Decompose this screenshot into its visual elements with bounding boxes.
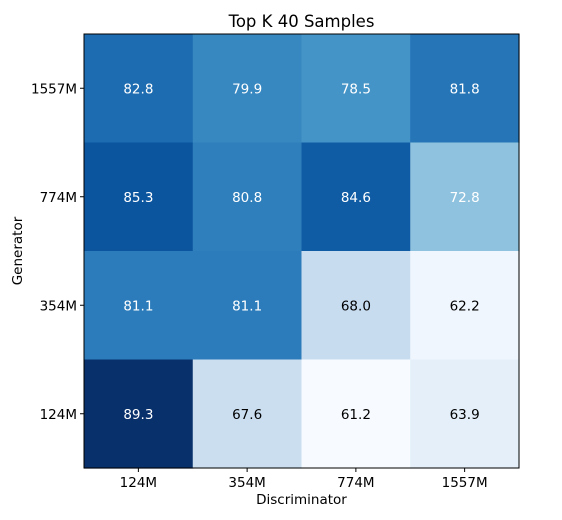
plot-frame (83, 33, 520, 469)
x-tick-label: 1557M (442, 475, 488, 491)
heatmap-cell (192, 359, 303, 469)
cell-value-label: 61.2 (341, 407, 371, 423)
heatmap-cell (84, 142, 194, 252)
x-tick-label: 354M (228, 475, 265, 491)
y-tick-label: 774M (40, 190, 77, 206)
heatmap-cell (410, 359, 520, 469)
heatmap-cell (192, 142, 303, 252)
cell-value-label: 89.3 (123, 407, 153, 423)
x-tick-label: 774M (337, 475, 374, 491)
chart-title: Top K 40 Samples (228, 12, 375, 31)
cell-value-label: 81.1 (123, 298, 153, 314)
heatmap-cell (301, 142, 411, 252)
cell-value-label: 81.8 (450, 81, 480, 97)
heatmap-cell (84, 359, 194, 469)
cell-value-labels: 82.8 79.9 78.5 81.8 85.3 80.8 84.6 72.8 81.1 81.1… (123, 81, 479, 423)
cell-value-label: 79.9 (232, 81, 262, 97)
heatmap-cell (84, 34, 194, 144)
cell-value-label: 67.6 (232, 407, 262, 423)
cell-value-label: 78.5 (341, 81, 371, 97)
cell-value-label: 63.9 (450, 407, 480, 423)
y-tick-label: 354M (40, 298, 77, 314)
heatmap-cell (410, 142, 520, 252)
heatmap-cell (192, 251, 303, 361)
heatmap-cells (84, 34, 520, 469)
y-axis-label: Generator (10, 216, 26, 285)
heatmap-cell (301, 359, 411, 469)
cell-value-label: 72.8 (450, 190, 480, 206)
heatmap-cell (410, 34, 520, 144)
cell-value-label: 81.1 (232, 298, 262, 314)
cell-value-label: 85.3 (123, 190, 153, 206)
heatmap-cell (84, 251, 194, 361)
heatmap-cell (301, 34, 411, 144)
heatmap-cell (410, 251, 520, 361)
x-axis-ticks: 124M 354M 774M 1557M (120, 468, 488, 491)
cell-value-label: 68.0 (341, 298, 371, 314)
cell-value-label: 80.8 (232, 190, 262, 206)
y-tick-label: 124M (40, 407, 77, 423)
x-tick-label: 124M (120, 475, 157, 491)
y-tick-label: 1557M (31, 81, 77, 97)
x-axis-label: Discriminator (256, 492, 347, 508)
cell-value-label: 84.6 (341, 190, 371, 206)
cell-value-label: 82.8 (123, 81, 153, 97)
y-axis-ticks: 1557M 774M 354M 124M (31, 81, 84, 423)
heatmap-cell (301, 251, 411, 361)
heatmap-cell (192, 34, 303, 144)
cell-value-label: 62.2 (450, 298, 480, 314)
